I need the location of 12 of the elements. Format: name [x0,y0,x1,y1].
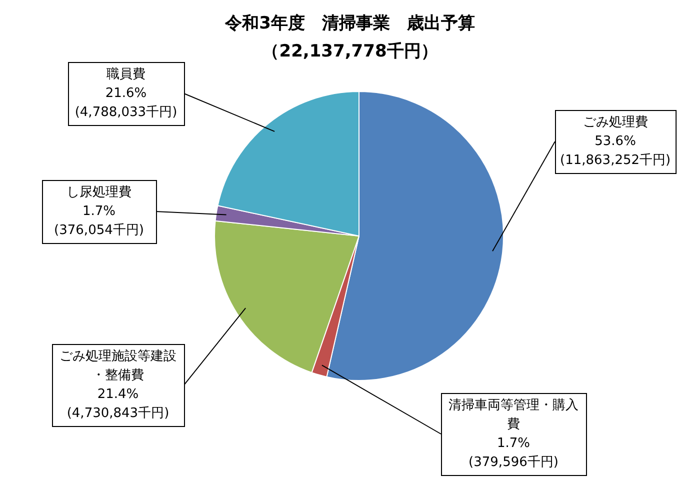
slice-label: 職員費 [106,66,146,82]
data-label: 1.7% (379,596千円) [468,436,558,470]
chart-title: 令和3年度 清掃事業 歳出予算 [224,13,475,34]
data-label: 21.4% (4,730,843千円) [66,386,170,421]
data-label: 21.6% (4,788,033千円) [74,86,178,120]
slice-label: し尿処理費 [66,184,132,200]
slice-label: ごみ処理費 [582,114,648,130]
data-label: 1.7% (376,054千円) [54,204,144,238]
data-label: 53.6% (11,863,252千円) [560,134,671,168]
slice-label: 清掃車両等管理・購入費 [448,398,578,432]
chart-subtitle: （22,137,778千円） [262,41,438,62]
slice-label: ごみ処理施設等建設・整備費 [60,348,176,383]
